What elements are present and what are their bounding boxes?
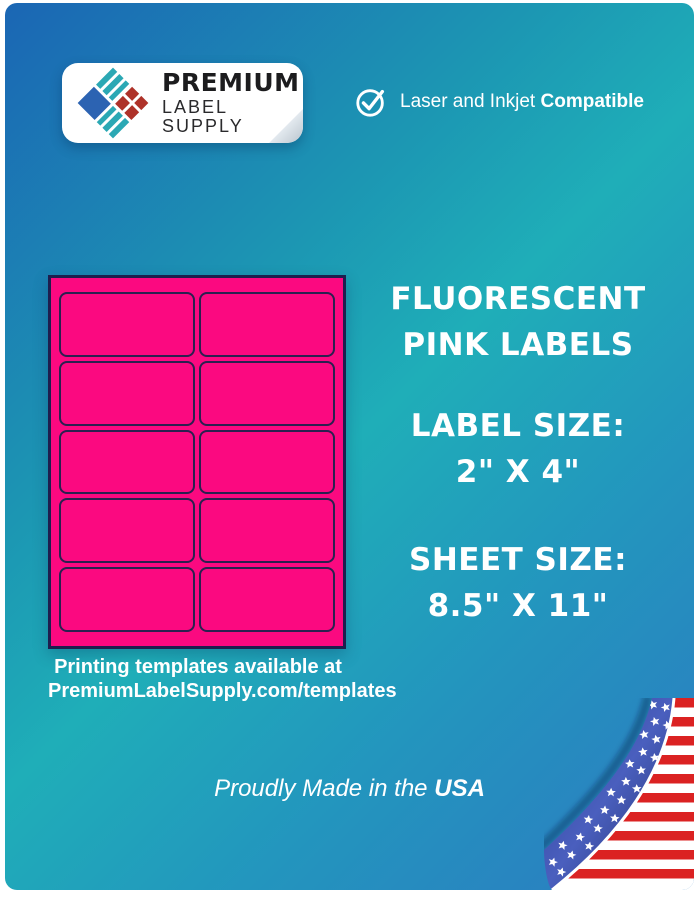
label-cell	[199, 498, 335, 564]
label-sheet	[48, 275, 346, 649]
us-flag-page-curl-icon	[544, 698, 694, 890]
label-cell	[199, 567, 335, 632]
label-cell	[59, 498, 195, 564]
label-cell	[59, 360, 195, 426]
label-cell	[199, 360, 335, 426]
made-in-usa-text: Proudly Made in the USA	[5, 775, 694, 803]
spec-column: FLUORESCENT PINK LABELS LABEL SIZE: 2" X…	[365, 276, 671, 629]
flag-curl-shadow	[544, 698, 653, 851]
background-panel: PREMIUM LABEL SUPPLY Laser and Inkjet Com…	[5, 3, 694, 890]
sheet-size-title: SHEET SIZE:	[409, 542, 627, 578]
compatibility-text: Laser and Inkjet Compatible	[400, 91, 644, 113]
headline-line1: FLUORESCENT	[390, 281, 646, 317]
label-cell	[59, 292, 195, 357]
headline-line2: PINK LABELS	[402, 327, 634, 363]
brand-name: PREMIUM LABEL SUPPLY	[162, 67, 303, 137]
label-cell	[199, 429, 335, 495]
compatibility-text-bold: Compatible	[540, 91, 644, 112]
label-size-title: LABEL SIZE:	[410, 408, 626, 444]
brand-name-top: PREMIUM	[162, 67, 300, 97]
brand-logo-card: PREMIUM LABEL SUPPLY	[62, 63, 303, 143]
sheet-size-value: 8.5" X 11"	[427, 588, 609, 624]
footer-bold: USA	[434, 775, 485, 802]
check-circle-icon	[356, 89, 385, 117]
label-cell	[59, 567, 195, 632]
label-cell	[199, 292, 335, 357]
diamond-grid-logo-icon	[76, 66, 150, 140]
label-sheet-grid	[51, 278, 343, 646]
templates-note-line1: Printing templates available at	[54, 656, 342, 678]
label-cell	[59, 429, 195, 495]
templates-note: Printing templates available at PremiumL…	[48, 655, 397, 703]
flag-page-edge	[551, 698, 676, 890]
logo-diamond	[77, 67, 149, 139]
templates-url: PremiumLabelSupply.com/templates	[48, 680, 397, 702]
brand-name-bottom: LABEL SUPPLY	[162, 97, 244, 137]
label-size-value: 2" X 4"	[455, 454, 581, 490]
compatibility-text-regular: Laser and Inkjet	[400, 91, 536, 112]
compatibility-note: Laser and Inkjet Compatible	[354, 85, 644, 119]
footer-regular: Proudly Made in the	[214, 775, 428, 802]
